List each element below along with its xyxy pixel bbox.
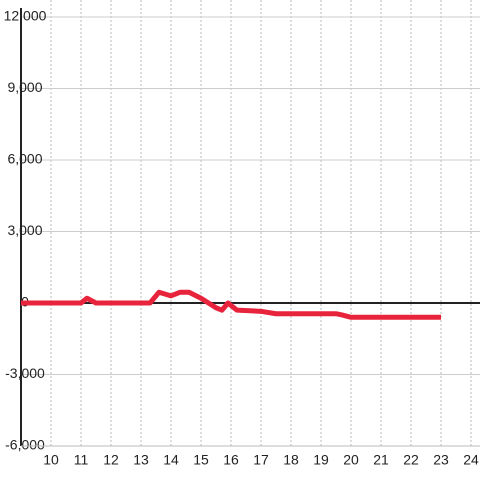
x-tick-label: 20 bbox=[343, 452, 359, 468]
data-line bbox=[21, 289, 441, 320]
y-tick-label: -3,000 bbox=[5, 365, 45, 381]
x-tick-label: 15 bbox=[193, 452, 209, 468]
y-tick-label: 9,000 bbox=[7, 79, 42, 95]
y-tick-label: 6,000 bbox=[7, 151, 42, 167]
y-tick-label: 3,000 bbox=[7, 222, 42, 238]
x-tick-label: 11 bbox=[74, 452, 89, 468]
x-tick-label: 14 bbox=[163, 452, 179, 468]
x-tick-label: 17 bbox=[253, 452, 269, 468]
x-tick-label: 10 bbox=[43, 452, 59, 468]
y-tick-label: -6,000 bbox=[5, 437, 45, 453]
x-tick-label: 22 bbox=[403, 452, 419, 468]
x-tick-label: 19 bbox=[313, 452, 329, 468]
x-tick-label: 18 bbox=[283, 452, 299, 468]
x-tick-label: 13 bbox=[133, 452, 149, 468]
y-tick-label: 12,000 bbox=[4, 8, 47, 24]
x-tick-label: 16 bbox=[223, 452, 239, 468]
x-tick-label: 12 bbox=[103, 452, 119, 468]
x-tick-label: 24 bbox=[463, 452, 479, 468]
x-tick-label: 23 bbox=[433, 452, 449, 468]
x-tick-label: 21 bbox=[373, 452, 389, 468]
